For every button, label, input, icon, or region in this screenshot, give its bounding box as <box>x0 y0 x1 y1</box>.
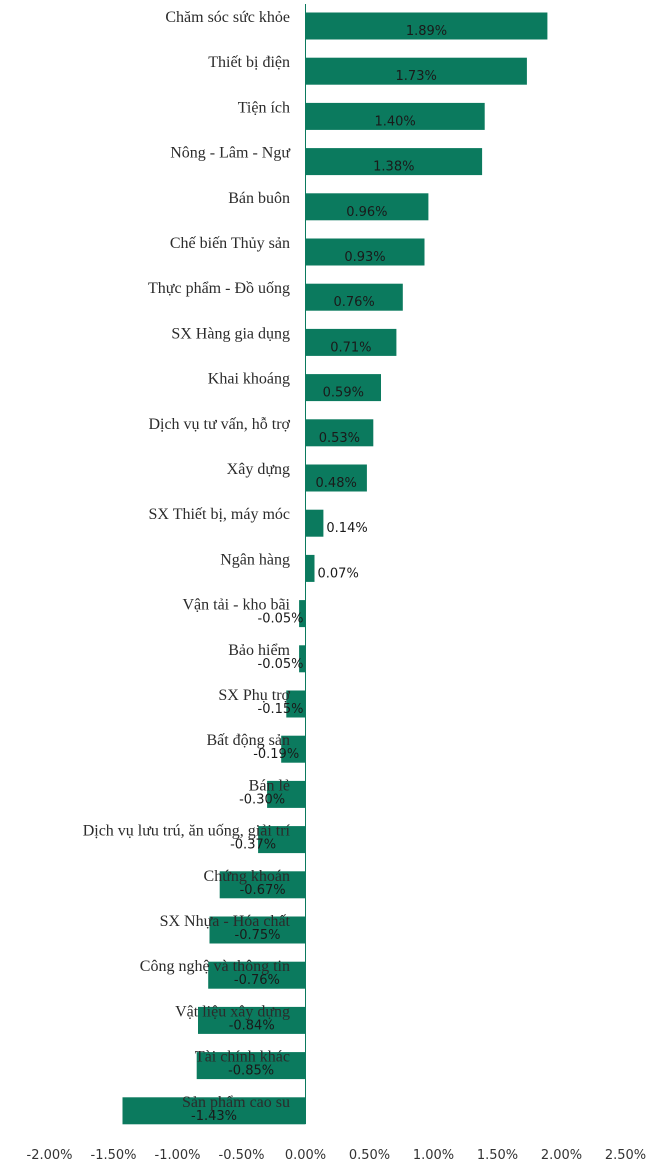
x-tick-label-0: -2.00% <box>27 1148 73 1163</box>
bar-sx-phu-tro <box>286 690 306 718</box>
x-tick-label-5: 0.50% <box>349 1148 390 1163</box>
value-label-xay-dung: 0.48% <box>316 476 357 491</box>
value-label-vat-lieu-xay-dung: -0.84% <box>229 1018 275 1033</box>
category-label-sx-nhua-hoa-chat: SX Nhựa - Hóa chất <box>160 913 291 930</box>
bar-san-pham-cao-su <box>122 1097 306 1125</box>
category-label-thuc-pham-do-uong: Thực phẩm - Đồ uống <box>148 280 290 297</box>
category-label-khai-khoang: Khai khoáng <box>208 371 290 388</box>
category-label-tien-ich: Tiện ích <box>238 99 290 116</box>
value-label-ban-buon: 0.96% <box>346 205 387 220</box>
value-label-bao-hiem: -0.05% <box>258 657 304 672</box>
bar-thuc-pham-do-uong <box>305 283 403 311</box>
x-tick-label-3: -0.50% <box>219 1148 265 1163</box>
bar-dich-vu-tu-van-ho-tro <box>305 419 374 447</box>
x-tick-label-8: 2.00% <box>541 1148 582 1163</box>
bar-vat-lieu-xay-dung <box>198 1006 306 1034</box>
category-label-bao-hiem: Bảo hiểm <box>228 642 290 659</box>
value-label-sx-phu-tro: -0.15% <box>258 702 304 717</box>
category-label-ban-buon: Bán buôn <box>228 190 290 207</box>
bar-dich-vu-luu-tru-an-uong-giai-tri <box>258 826 306 854</box>
category-label-chung-khoan: Chứng khoán <box>204 868 290 885</box>
bar-sx-hang-gia-dung <box>305 328 397 356</box>
value-label-thuc-pham-do-uong: 0.76% <box>333 295 374 310</box>
value-label-ban-le: -0.30% <box>239 792 285 807</box>
bar-sx-nhua-hoa-chat <box>209 916 306 944</box>
category-label-nong-lam-ngu: Nông - Lâm - Ngư <box>170 145 291 162</box>
bar-sx-thiet-bi-may-moc <box>305 509 324 537</box>
category-label-cong-nghe-va-thong-tin: Công nghệ và thông tin <box>140 958 290 975</box>
value-label-dich-vu-tu-van-ho-tro: 0.53% <box>319 431 360 446</box>
category-label-ngan-hang: Ngân hàng <box>220 551 290 568</box>
value-label-bat-dong-san: -0.19% <box>253 747 299 762</box>
value-label-van-tai-kho-bai: -0.05% <box>258 612 304 627</box>
value-label-ngan-hang: 0.07% <box>318 566 359 581</box>
category-label-san-pham-cao-su: Sản phẩm cao su <box>182 1094 290 1111</box>
category-label-tai-chinh-khac: Tài chính khác <box>195 1049 290 1066</box>
value-label-khai-khoang: 0.59% <box>323 386 364 401</box>
category-label-bat-dong-san: Bất động sản <box>206 732 290 749</box>
x-tick-label-1: -1.50% <box>91 1148 137 1163</box>
value-label-cham-soc-suc-khoe: 1.89% <box>406 24 447 39</box>
value-label-tai-chinh-khac: -0.85% <box>228 1064 274 1079</box>
value-label-san-pham-cao-su: -1.43% <box>191 1109 237 1124</box>
bar-tai-chinh-khac <box>196 1052 306 1080</box>
value-label-chung-khoan: -0.67% <box>240 883 286 898</box>
bar-nong-lam-ngu <box>305 148 483 176</box>
value-label-sx-hang-gia-dung: 0.71% <box>330 340 371 355</box>
x-tick-label-4: 0.00% <box>285 1148 326 1163</box>
value-label-sx-thiet-bi-may-moc: 0.14% <box>326 521 367 536</box>
bar-cong-nghe-va-thong-tin <box>208 961 306 989</box>
bar-ngan-hang <box>305 554 315 582</box>
x-tick-label-6: 1.00% <box>413 1148 454 1163</box>
bar-ban-buon <box>305 193 429 221</box>
bar-van-tai-kho-bai <box>299 600 306 628</box>
category-label-cham-soc-suc-khoe: Chăm sóc sức khỏe <box>165 9 290 26</box>
x-tick-label-7: 1.50% <box>477 1148 518 1163</box>
bar-khai-khoang <box>305 374 381 402</box>
category-label-sx-hang-gia-dung: SX Hàng gia dụng <box>171 325 290 342</box>
x-tick-label-9: 2.50% <box>605 1148 646 1163</box>
category-label-sx-thiet-bi-may-moc: SX Thiết bị, máy móc <box>149 506 290 523</box>
bar-cham-soc-suc-khoe <box>305 12 548 40</box>
x-axis-ticks-layer: -2.00% -1.50% -1.00% -0.50% 0.00% 0.50% 1.00% 1… <box>27 1148 647 1163</box>
category-label-che-bien-thuy-san: Chế biến Thủy sản <box>170 235 290 252</box>
category-label-thiet-bi-dien: Thiết bị điện <box>208 54 290 71</box>
bar-bat-dong-san <box>281 735 306 763</box>
bar-chung-khoan <box>219 871 306 899</box>
bar-che-bien-thuy-san <box>305 238 425 266</box>
value-label-che-bien-thuy-san: 0.93% <box>344 250 385 265</box>
bars-layer <box>122 12 548 1125</box>
bar-ban-le <box>267 780 306 808</box>
value-label-cong-nghe-va-thong-tin: -0.76% <box>234 973 280 988</box>
category-label-xay-dung: Xây dựng <box>227 461 290 478</box>
category-label-sx-phu-tro: SX Phụ trợ <box>218 687 290 704</box>
value-label-nong-lam-ngu: 1.38% <box>373 160 414 175</box>
category-label-dich-vu-luu-tru-an-uong-giai-tri: Dịch vụ lưu trú, ăn uống, giải trí <box>83 823 291 840</box>
value-label-sx-nhua-hoa-chat: -0.75% <box>235 928 281 943</box>
bar-xay-dung <box>305 464 367 492</box>
value-label-dich-vu-luu-tru-an-uong-giai-tri: -0.37% <box>230 838 276 853</box>
bar-bao-hiem <box>299 645 306 673</box>
category-label-van-tai-kho-bai: Vận tải - kho bãi <box>182 597 290 614</box>
category-label-ban-le: Bán lẻ <box>249 777 290 794</box>
bar-thiet-bi-dien <box>305 57 527 85</box>
category-label-vat-lieu-xay-dung: Vật liệu xây dựng <box>175 1003 290 1020</box>
category-label-dich-vu-tu-van-ho-tro: Dịch vụ tư vấn, hỗ trợ <box>148 416 290 433</box>
x-tick-label-2: -1.00% <box>155 1148 201 1163</box>
category-labels-layer: Chăm sóc sức khỏe Thiết bị điện Tiện ích Nô… <box>83 9 292 1111</box>
bar-tien-ich <box>305 102 485 130</box>
value-label-thiet-bi-dien: 1.73% <box>396 69 437 84</box>
value-label-tien-ich: 1.40% <box>374 114 415 129</box>
value-labels-layer: 1.89% 1.73% 1.40% 1.38% 0.96% 0.93% 0.76% 0.71%… <box>191 24 447 1124</box>
